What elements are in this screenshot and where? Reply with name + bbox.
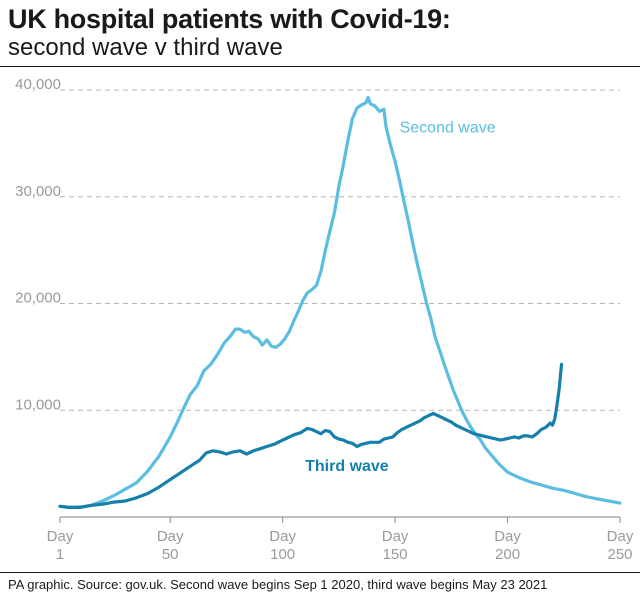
- x-tick-label-line1: Day: [494, 528, 521, 545]
- second-wave-line: [58, 95, 622, 509]
- title-divider: [0, 66, 640, 67]
- x-tick-label-line1: Day: [269, 528, 296, 545]
- footer-divider: [0, 572, 640, 573]
- y-tick-label: 40,000: [15, 76, 61, 93]
- y-axis-tick-labels: 10,000 20,000 30,000 40,000: [15, 76, 61, 413]
- x-tick-label-line1: Day: [157, 528, 184, 545]
- chart-title: UK hospital patients with Covid-19:: [8, 4, 451, 34]
- x-tick-label-line1: Day: [382, 528, 409, 545]
- chart-subtitle: second wave v third wave: [8, 34, 283, 61]
- third-wave-label: Third wave: [305, 458, 389, 475]
- grid-lines: [60, 89, 620, 411]
- y-tick-label: 20,000: [15, 290, 61, 307]
- x-tick-label-line1: Day: [607, 528, 634, 545]
- source-footnote: PA graphic. Source: gov.uk. Second wave …: [8, 577, 548, 592]
- series-lines: [58, 95, 622, 509]
- x-tick-label-line2: 150: [383, 546, 408, 563]
- x-tick-label-line2: 250: [607, 546, 632, 563]
- third-wave-line: [58, 362, 564, 509]
- x-tick-label-line2: 100: [270, 546, 295, 563]
- y-tick-label: 10,000: [15, 396, 61, 413]
- x-tick-label-line1: Day: [47, 528, 74, 545]
- x-tick-label-line2: 1: [56, 546, 64, 563]
- second-wave-label: Second wave: [400, 120, 496, 137]
- x-tick-label-line2: 200: [495, 546, 520, 563]
- y-tick-label: 30,000: [15, 183, 61, 200]
- series-labels: Second wave Third wave: [305, 120, 496, 475]
- x-tick-label-line2: 50: [162, 546, 179, 563]
